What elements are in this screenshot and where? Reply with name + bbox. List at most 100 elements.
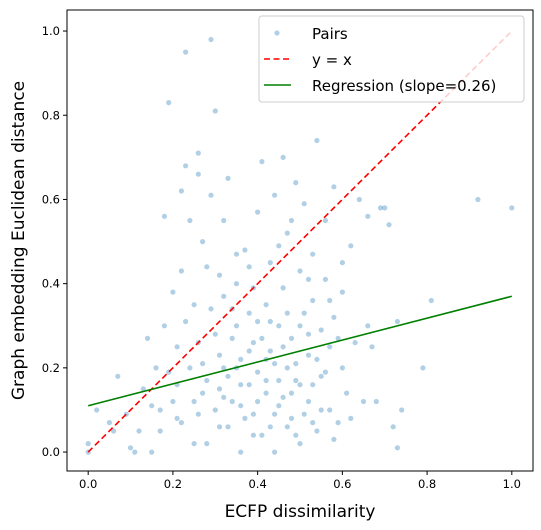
scatter-point <box>200 361 206 367</box>
scatter-point <box>229 398 235 405</box>
scatter-point <box>183 318 189 325</box>
scatter-point <box>191 441 197 447</box>
scatter-point <box>246 310 252 316</box>
scatter-point <box>310 297 316 304</box>
scatter-point <box>344 390 350 396</box>
scatter-point <box>212 108 218 114</box>
scatter-point <box>280 394 286 400</box>
scatter-point <box>238 356 244 362</box>
scatter-point <box>136 428 142 434</box>
y-tick-label: 0.0 <box>42 445 60 459</box>
scatter-point <box>327 297 333 304</box>
scatter-point <box>259 335 265 341</box>
x-axis-label: ECFP dissimilarity <box>225 502 376 522</box>
scatter-point <box>208 192 214 198</box>
legend-label-identity: y = x <box>312 51 352 69</box>
scatter-point <box>301 411 307 417</box>
y-axis-label: Graph embedding Euclidean distance <box>9 81 29 400</box>
scatter-point <box>94 407 100 413</box>
legend-label-regression: Regression (slope=0.26) <box>312 77 496 95</box>
scatter-point <box>280 154 286 160</box>
legend-label-pairs: Pairs <box>312 25 348 43</box>
scatter-point <box>339 260 345 266</box>
scatter-point <box>293 432 299 438</box>
scatter-point <box>200 390 206 396</box>
scatter-point <box>85 441 91 447</box>
scatter-point <box>200 239 206 245</box>
scatter-point <box>238 403 244 409</box>
scatter-point <box>322 369 328 375</box>
scatter-point <box>360 398 367 405</box>
scatter-point <box>195 171 201 177</box>
scatter-point <box>331 436 337 442</box>
scatter-point <box>250 340 256 346</box>
scatter-point <box>272 361 278 367</box>
scatter-point <box>335 335 341 341</box>
scatter-point <box>144 335 151 341</box>
x-tick-label: 1.0 <box>503 477 521 491</box>
scatter-point <box>166 100 172 106</box>
scatter-point <box>221 293 227 299</box>
scatter-point <box>174 415 180 421</box>
scatter-point <box>377 205 384 211</box>
x-tick-label: 0.8 <box>418 477 436 491</box>
scatter-point <box>140 386 146 392</box>
scatter-point <box>509 205 515 211</box>
scatter-point <box>293 180 299 186</box>
scatter-point <box>221 217 227 224</box>
scatter-point <box>115 373 121 379</box>
regression-line <box>87 295 513 407</box>
scatter-point <box>365 323 371 329</box>
scatter-point <box>246 348 252 354</box>
scatter-point <box>149 449 155 455</box>
legend-box <box>258 15 525 103</box>
scatter-point <box>339 289 345 295</box>
scatter-point <box>195 411 201 417</box>
x-tick-label: 0.0 <box>79 477 97 491</box>
scatter-point <box>352 340 358 346</box>
scatter-point <box>263 302 269 308</box>
scatter-point <box>238 382 244 388</box>
scatter-point <box>183 49 189 55</box>
scatter-point <box>255 369 261 375</box>
scatter-point <box>225 175 231 181</box>
scatter-point <box>331 314 337 320</box>
scatter-point <box>153 365 159 371</box>
scatter-point <box>305 276 312 282</box>
scatter-point <box>216 424 223 430</box>
scatter-point <box>225 424 231 430</box>
scatter-point <box>373 398 379 405</box>
scatter-point <box>233 281 240 287</box>
scatter-point <box>301 201 307 207</box>
scatter-point <box>293 361 299 367</box>
scatter-point <box>216 386 223 392</box>
x-tick-label: 0.6 <box>333 477 351 491</box>
scatter-point <box>297 382 303 388</box>
scatter-point <box>327 344 333 350</box>
scatter-point <box>276 323 282 329</box>
plot-area <box>85 30 515 455</box>
scatter-point <box>280 285 286 291</box>
scatter-point <box>191 302 197 308</box>
scatter-point <box>365 213 371 219</box>
scatter-point <box>305 331 312 337</box>
scatter-point <box>242 247 248 253</box>
scatter-point <box>369 344 375 350</box>
scatter-point <box>111 428 117 434</box>
scatter-point <box>318 327 324 333</box>
scatter-point <box>106 420 112 426</box>
scatter-point <box>212 331 218 337</box>
scatter-point <box>212 407 218 413</box>
scatter-point <box>322 276 328 282</box>
legend: Pairs y = x Regression (slope=0.26) <box>258 15 525 103</box>
scatter-point <box>238 449 244 455</box>
scatter-point <box>310 420 316 426</box>
scatter-point <box>127 445 134 451</box>
scatter-point <box>267 260 273 266</box>
scatter-point <box>178 268 184 274</box>
y-tick-label: 1.0 <box>42 24 60 38</box>
scatter-point <box>250 411 256 417</box>
scatter-point <box>204 441 210 447</box>
scatter-point <box>318 407 324 413</box>
scatter-point <box>386 222 392 228</box>
